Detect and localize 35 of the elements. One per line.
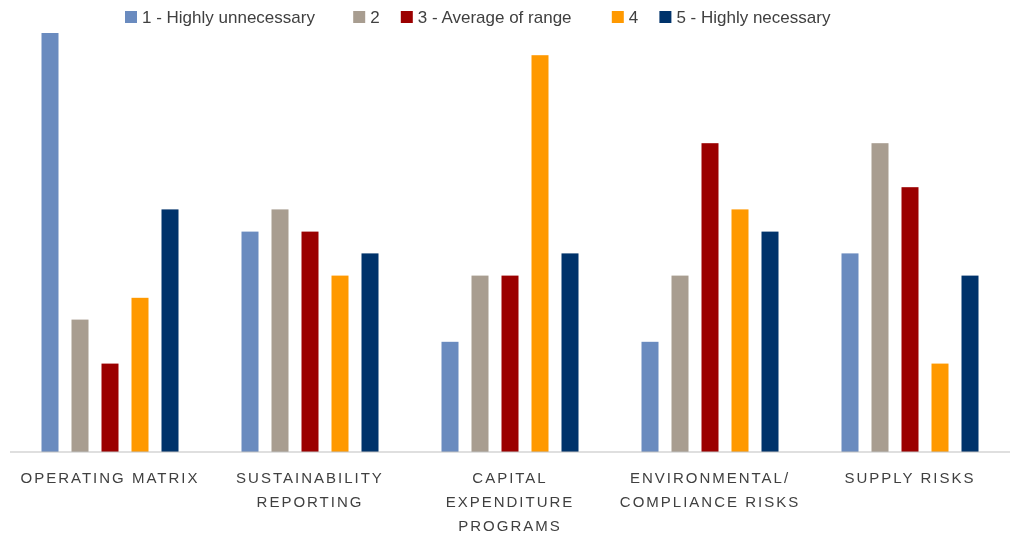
bar: [531, 55, 549, 452]
bar: [441, 341, 459, 452]
bar: [361, 253, 379, 452]
bar: [871, 143, 889, 452]
x-tick-label: SUPPLY RISKS: [844, 469, 976, 486]
legend-label: 3 - Average of range: [417, 8, 572, 27]
x-tick-label: SUSTAINABILITY REPORTING: [236, 469, 384, 510]
bar: [961, 275, 979, 452]
bar: [131, 297, 149, 452]
legend-label: 1 - Highly unnecessary: [142, 8, 316, 27]
bar: [671, 275, 689, 452]
legend-label: 2: [370, 8, 380, 27]
bar: [701, 143, 719, 452]
bar: [101, 363, 119, 452]
bar: [161, 209, 179, 452]
bar: [501, 275, 519, 452]
x-tick-label: ENVIRONMENTAL/ COMPLIANCE RISKS: [619, 469, 801, 510]
legend-label: 4: [628, 8, 639, 27]
legend-label: 5 - Highly necessary: [676, 8, 831, 27]
bar: [641, 341, 659, 452]
bar: [71, 319, 89, 452]
x-tick-label: CAPITAL EXPENDITURE PROGRAMS: [445, 469, 575, 534]
bar: [271, 209, 289, 452]
bar: [41, 33, 59, 452]
bar: [331, 275, 349, 452]
bar: [841, 253, 859, 452]
bar: [471, 275, 489, 452]
bar: [761, 231, 779, 452]
bar: [241, 231, 259, 452]
bar: [931, 363, 949, 452]
bar: [301, 231, 319, 452]
x-tick-label: OPERATING MATRIX: [20, 469, 200, 486]
bar: [561, 253, 579, 452]
bar: [901, 187, 919, 452]
bar: [731, 209, 749, 452]
